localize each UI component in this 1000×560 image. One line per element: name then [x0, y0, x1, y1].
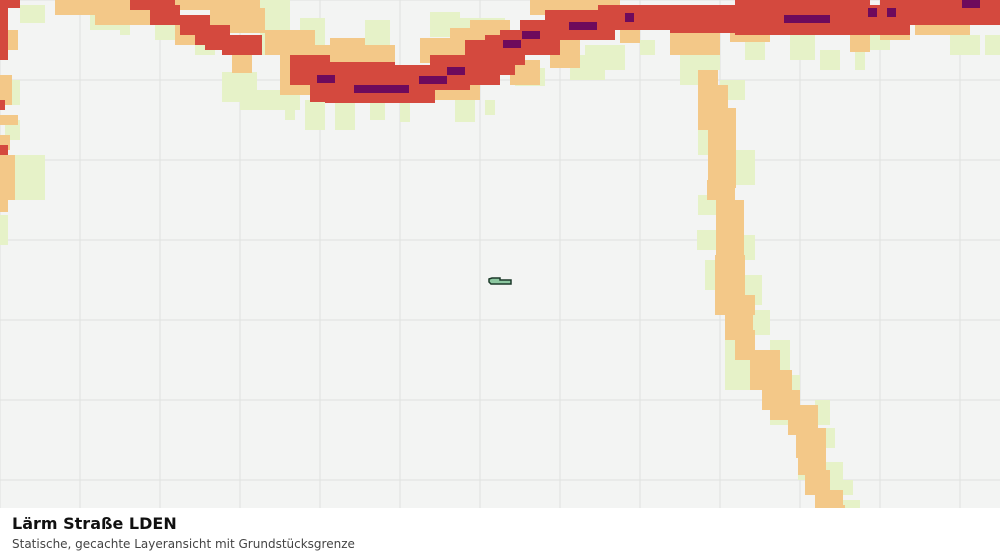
- noise-zone-very-high: [317, 0, 980, 93]
- layer-subtitle: Statische, gecachte Layeransicht mit Gru…: [12, 537, 355, 551]
- parcel-boundary[interactable]: [488, 277, 512, 285]
- layer-title: Lärm Straße LDEN: [12, 514, 177, 533]
- legend-footer: Lärm Straße LDEN Statische, gecachte Lay…: [0, 508, 1000, 560]
- noise-zone-high: [0, 0, 1000, 155]
